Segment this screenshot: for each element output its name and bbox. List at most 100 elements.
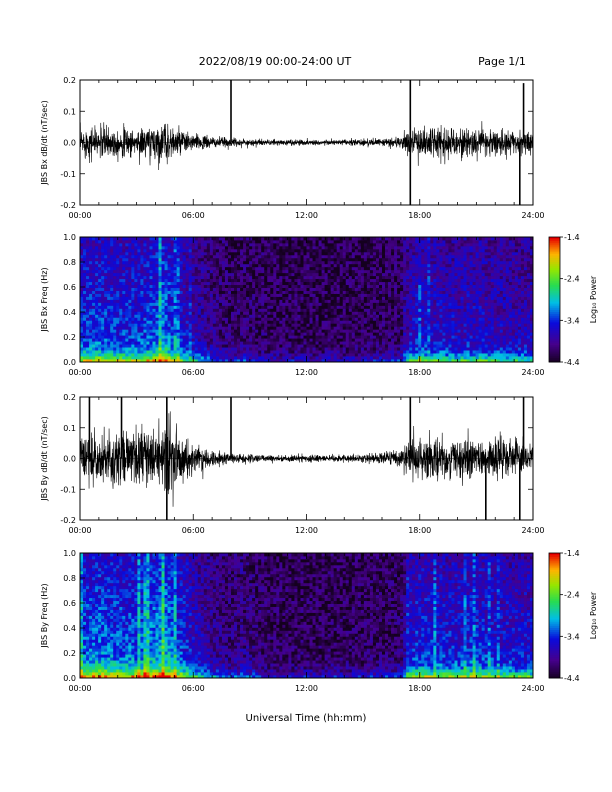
heatmap-cell [246,323,250,327]
heatmap-cell [194,281,199,286]
heatmap-cell [427,335,431,339]
heatmap-cell [234,266,238,271]
heatmap-cell [258,311,262,315]
heatmap-cell [276,308,280,312]
heatmap-cell [424,302,428,306]
heatmap-cell [267,353,271,357]
heatmap-cell [188,275,193,280]
heatmap-cell [300,275,304,280]
heatmap-cell [258,257,262,262]
heatmap-cell [200,308,205,312]
heatmap-cell [267,293,271,297]
heatmap-cell [113,251,117,256]
heatmap-cell [267,305,271,309]
heatmap-cell [92,251,96,256]
heatmap-cell [270,254,274,259]
heatmap-cell [197,293,202,297]
heatmap-cell [348,311,353,315]
heatmap-cell [336,248,341,253]
heatmap-cell [152,237,156,241]
heatmap-cell [348,290,353,294]
heatmap-cell [125,237,129,241]
heatmap-cell [354,275,359,280]
heatmap-cell [388,272,392,277]
heatmap-cell [134,317,138,321]
heatmap-cell [345,323,350,327]
heatmap-cell [243,347,247,351]
heatmap-cell [303,260,307,265]
heatmap-cell [249,347,253,351]
heatmap-cell [200,320,205,324]
heatmap-cell [342,317,347,321]
heatmap-cell [131,299,135,303]
heatmap-cell [86,248,90,253]
heatmap-cell [140,263,144,268]
heatmap-cell [409,347,413,351]
heatmap-cell [297,347,301,351]
heatmap-cell [218,326,223,330]
heatmap-cell [327,239,332,244]
heatmap-cell [397,248,401,253]
heatmap-cell [297,332,301,336]
heatmap-cell [315,308,319,312]
heatmap-cell [285,305,289,309]
heatmap-cell [249,332,253,336]
heatmap-cell [357,266,362,271]
heatmap-cell [279,335,283,339]
heatmap-cell [237,296,241,300]
heatmap-cell [221,314,226,318]
heatmap-cell [339,308,344,312]
heatmap-cell [243,302,247,306]
heatmap-cell [273,248,277,253]
heatmap-cell [131,311,135,315]
heatmap-cell [258,299,262,303]
heatmap-cell [110,299,114,303]
heatmap-cell [221,281,226,286]
heatmap-cell [285,296,289,300]
heatmap-cell [406,311,410,315]
heatmap-cell [234,344,238,348]
heatmap-cell [197,299,202,303]
heatmap-cell [375,284,380,288]
heatmap-cell [360,353,365,357]
heatmap-cell [95,275,99,280]
heatmap-cell [86,284,90,288]
heatmap-cell [98,344,102,348]
heatmap-cell [122,242,126,247]
heatmap-cell [258,287,262,291]
heatmap-cell [382,320,386,324]
heatmap-cell [170,332,175,336]
heatmap-cell [131,305,135,309]
heatmap-cell [369,251,374,256]
heatmap-cell [116,290,120,294]
heatmap-cell [285,311,289,315]
heatmap-cell [158,263,162,268]
heatmap-cell [267,239,271,244]
heatmap-cell [134,254,138,259]
heatmap-cell [164,356,168,360]
heatmap-cell [288,245,292,250]
heatmap-cell [258,302,262,306]
heatmap-cell [158,344,162,348]
heatmap-cell [261,305,265,309]
heatmap-cell [155,299,159,303]
heatmap-cell [212,359,217,363]
heatmap-cell [315,257,319,262]
y-axis-label: JBS Bx dB/dt (nT/sec) [40,100,49,186]
heatmap-cell [86,344,90,348]
heatmap-cell [351,278,356,283]
heatmap-cell [261,323,265,327]
heatmap-cell [294,293,298,297]
heatmap-cell [83,245,87,250]
heatmap-cell [152,293,156,297]
heatmap-cell [146,299,150,303]
heatmap-cell [409,350,413,354]
heatmap-cell [336,350,341,354]
heatmap-cell [306,320,310,324]
heatmap-cell [297,299,301,303]
heatmap-cell [291,239,295,244]
heatmap-cell [306,299,310,303]
heatmap-cell [403,290,407,294]
heatmap-cell [237,284,241,288]
heatmap-cell [203,290,208,294]
